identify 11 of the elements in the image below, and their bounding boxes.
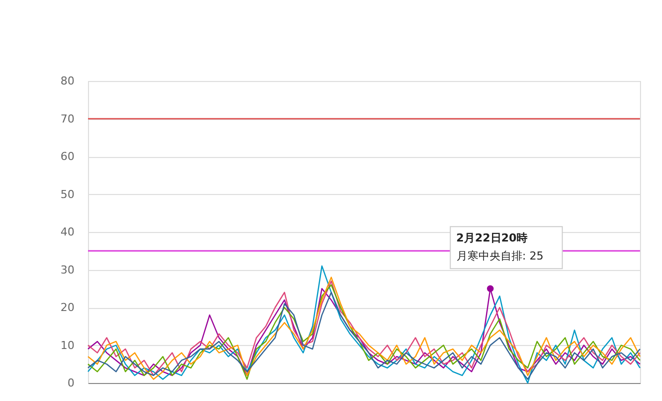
- annotation: 2月22日20時: [456, 232, 528, 245]
- y-tick-label: 70: [60, 112, 74, 126]
- y-tick-label: 30: [60, 263, 74, 276]
- annotation: 月寒中央自排: 25: [456, 250, 544, 263]
- y-tick-label: 10: [60, 338, 74, 352]
- y-tick-label: 0: [68, 376, 74, 390]
- y-tick-label: 20: [60, 301, 74, 314]
- y-tick-label: 60: [60, 150, 74, 163]
- y-tick-label: 80: [60, 74, 74, 88]
- y-tick-label: 40: [60, 226, 74, 238]
- y-tick-label: 50: [60, 188, 74, 201]
